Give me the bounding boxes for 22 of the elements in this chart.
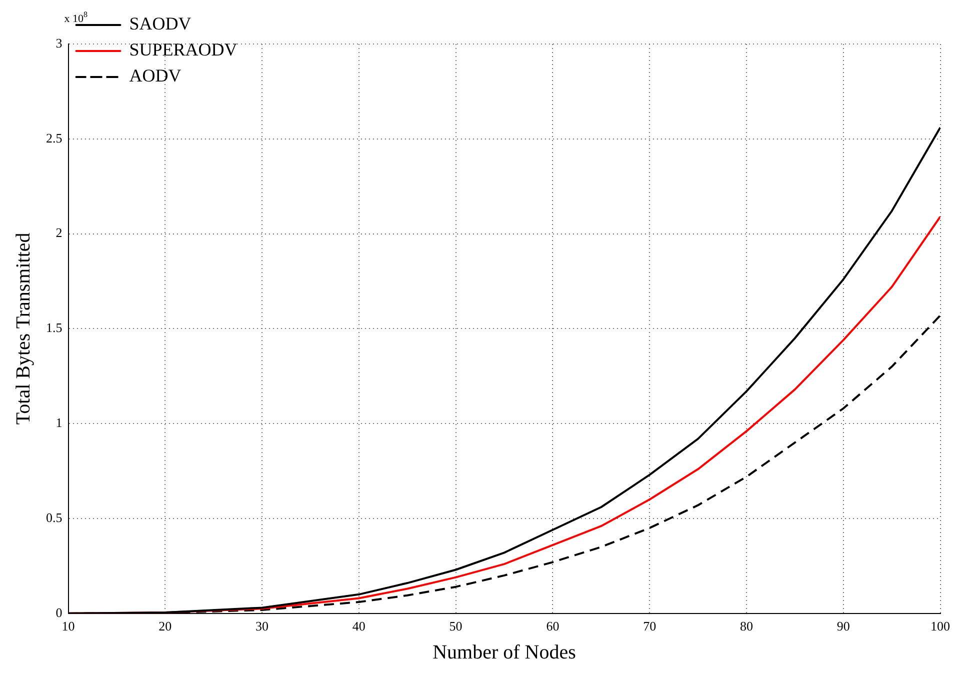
- y-tick-label: 1: [56, 415, 62, 430]
- x-tick-label: 20: [158, 618, 172, 634]
- y-axis-title: Total Bytes Transmitted: [12, 232, 34, 425]
- x-tick-label: 30: [256, 618, 269, 634]
- x-tick-label: 10: [62, 618, 75, 634]
- y-tick-label: 2.5: [46, 130, 62, 146]
- legend-label: SAODV: [129, 14, 192, 34]
- x-tick-label: 90: [836, 618, 850, 634]
- y-tick-label: 0: [56, 604, 62, 620]
- x-tick-label: 50: [449, 618, 462, 634]
- y-tick-label: 1.5: [46, 320, 62, 336]
- y-tick-label: 3: [56, 35, 62, 50]
- y-tick-label: 0.5: [46, 510, 62, 525]
- x-tick-label: 70: [643, 618, 656, 634]
- x-tick-label: 40: [352, 618, 366, 634]
- y-tick-label: 2: [56, 225, 62, 240]
- x-tick-label: 80: [740, 618, 753, 634]
- x-tick-label: 100: [930, 618, 950, 634]
- x-tick-label: 60: [546, 618, 560, 634]
- legend-label: AODV: [129, 66, 182, 86]
- x-axis-title: Number of Nodes: [432, 641, 576, 664]
- legend-label: SUPERAODV: [129, 40, 238, 60]
